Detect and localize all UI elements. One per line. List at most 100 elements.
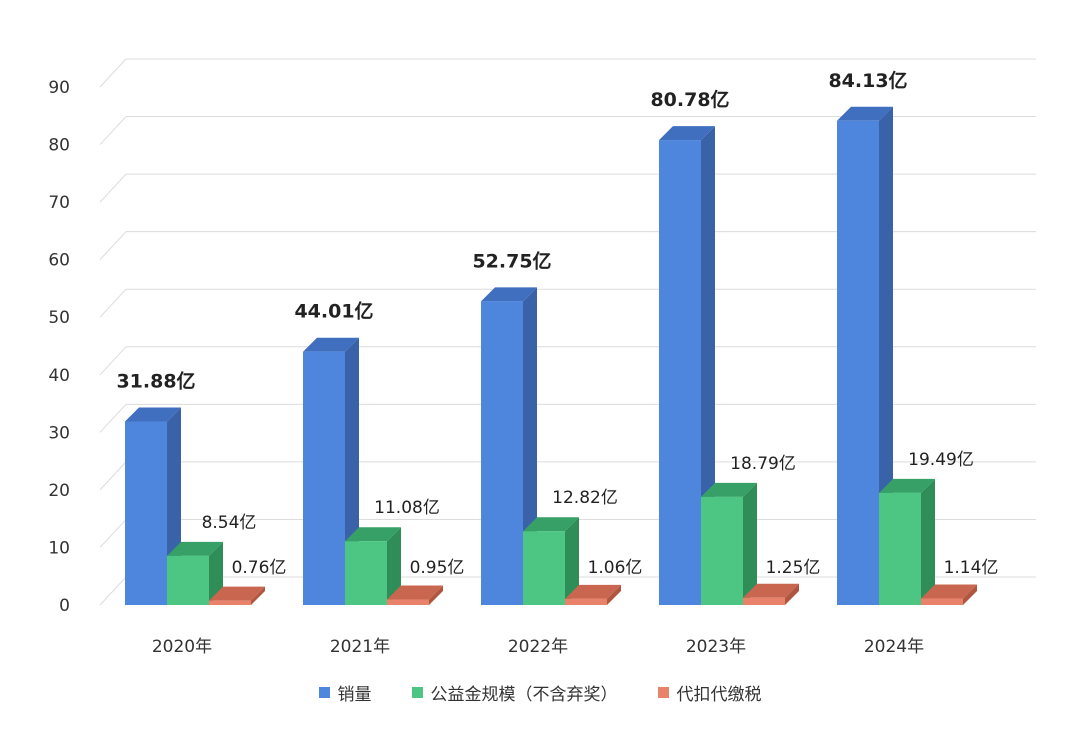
bar-side	[743, 482, 757, 605]
legend-item-welfare-fund: 公益金规模（不含弃奖）	[411, 680, 618, 705]
bar-front	[387, 599, 429, 605]
bar-2-0	[481, 287, 537, 605]
bar-0-2	[209, 586, 265, 605]
bar-side	[429, 585, 443, 605]
bar-side	[251, 586, 265, 605]
bar-side	[209, 541, 223, 605]
grid-diagonal	[99, 173, 127, 203]
x-tick-label: 2023年	[686, 637, 746, 657]
bar-front	[921, 598, 963, 605]
y-tick-label: 70	[48, 193, 70, 213]
data-label: 84.13亿	[828, 69, 907, 92]
bar-top	[209, 586, 265, 601]
bar-side	[701, 126, 715, 605]
data-label: 52.75亿	[472, 249, 551, 272]
legend-label-tax: 代扣代缴税	[676, 685, 762, 705]
data-label: 8.54亿	[202, 513, 257, 533]
legend-label-sales: 销量	[337, 685, 372, 705]
bar-top	[125, 407, 181, 422]
grid-diagonal	[99, 346, 127, 376]
bar-front	[701, 496, 743, 605]
y-tick-label: 30	[48, 423, 70, 443]
data-label: 80.78亿	[650, 88, 729, 111]
bar-side	[921, 478, 935, 605]
data-label: 12.82亿	[552, 488, 618, 508]
bar-top	[701, 482, 757, 497]
bar-top	[565, 584, 621, 599]
bar-top	[303, 337, 359, 352]
bar-front	[565, 598, 607, 605]
y-tick-label: 10	[48, 538, 70, 558]
bar-side	[879, 106, 893, 606]
bar-top	[523, 517, 579, 532]
x-tick-label: 2024年	[864, 637, 924, 657]
bar-side	[963, 584, 977, 605]
legend-label-welfare-fund: 公益金规模（不含弃奖）	[430, 685, 618, 705]
data-labels: 31.88亿 8.54亿 0.76亿 44.01亿 11.08亿 0.95亿 52.75亿 1…	[116, 69, 998, 578]
bar-front	[345, 541, 387, 605]
legend: 销量 公益金规模（不含弃奖） 代扣代缴税	[0, 680, 1080, 705]
y-axis-ticks: 0 10 20 30 40 50 60 70 80 90	[48, 78, 70, 616]
bar-front	[523, 531, 565, 605]
bar-front	[837, 120, 879, 606]
data-label: 11.08亿	[374, 498, 440, 518]
bar-3-2	[743, 583, 799, 605]
x-axis-ticks: 2020年 2021年 2022年 2023年 2024年	[152, 637, 924, 657]
data-label: 1.06亿	[588, 558, 643, 578]
bar-top	[837, 106, 893, 121]
data-label: 18.79亿	[730, 454, 796, 474]
bar-top	[743, 583, 799, 598]
bar-3-1	[701, 482, 757, 605]
bar-front	[743, 597, 785, 605]
bar-front	[659, 140, 701, 605]
legend-swatch-welfare-fund	[411, 687, 423, 698]
bar-front	[125, 421, 167, 605]
bar-side	[565, 517, 579, 605]
data-label: 1.14亿	[944, 558, 999, 578]
bar-side	[387, 527, 401, 605]
bar-top	[879, 478, 935, 493]
grid-diagonal	[99, 461, 127, 491]
bar-top	[345, 527, 401, 542]
x-tick-label: 2022年	[508, 637, 568, 657]
grid-diagonal	[99, 58, 127, 88]
y-tick-label: 60	[48, 251, 70, 271]
data-label: 0.76亿	[232, 558, 287, 578]
y-tick-label: 80	[48, 136, 70, 156]
bar-front	[167, 555, 209, 605]
y-tick-label: 90	[48, 78, 70, 98]
bar-side	[607, 584, 621, 605]
grid-diagonal	[99, 231, 127, 261]
bar-2-2	[565, 584, 621, 605]
bar-top	[387, 585, 443, 600]
bar-3-0	[659, 126, 715, 605]
legend-swatch-tax	[657, 687, 669, 698]
bars	[125, 106, 977, 606]
bar-4-0	[837, 106, 893, 606]
x-tick-label: 2020年	[152, 637, 212, 657]
data-label: 44.01亿	[294, 300, 373, 323]
grid-diagonal	[99, 576, 127, 606]
grid-diagonal	[99, 519, 127, 548]
legend-swatch-sales	[318, 687, 330, 698]
bar-2-1	[523, 517, 579, 605]
data-label: 19.49亿	[908, 450, 974, 470]
bar-top	[481, 287, 537, 302]
bar-top	[921, 584, 977, 599]
bar-top	[659, 126, 715, 141]
legend-item-sales: 销量	[318, 680, 372, 705]
y-tick-label: 40	[48, 366, 70, 386]
bar-front	[481, 301, 523, 605]
bar-side	[785, 583, 799, 605]
bar-4-2	[921, 584, 977, 605]
x-tick-label: 2021年	[330, 637, 390, 657]
y-tick-label: 20	[48, 481, 70, 501]
bar-1-2	[387, 585, 443, 605]
legend-item-tax: 代扣代缴税	[657, 680, 762, 705]
grid-diagonal	[99, 288, 127, 318]
bar-front	[303, 351, 345, 605]
grid-diagonal	[99, 403, 127, 433]
data-label: 0.95亿	[410, 558, 465, 578]
bar-top	[167, 541, 223, 556]
